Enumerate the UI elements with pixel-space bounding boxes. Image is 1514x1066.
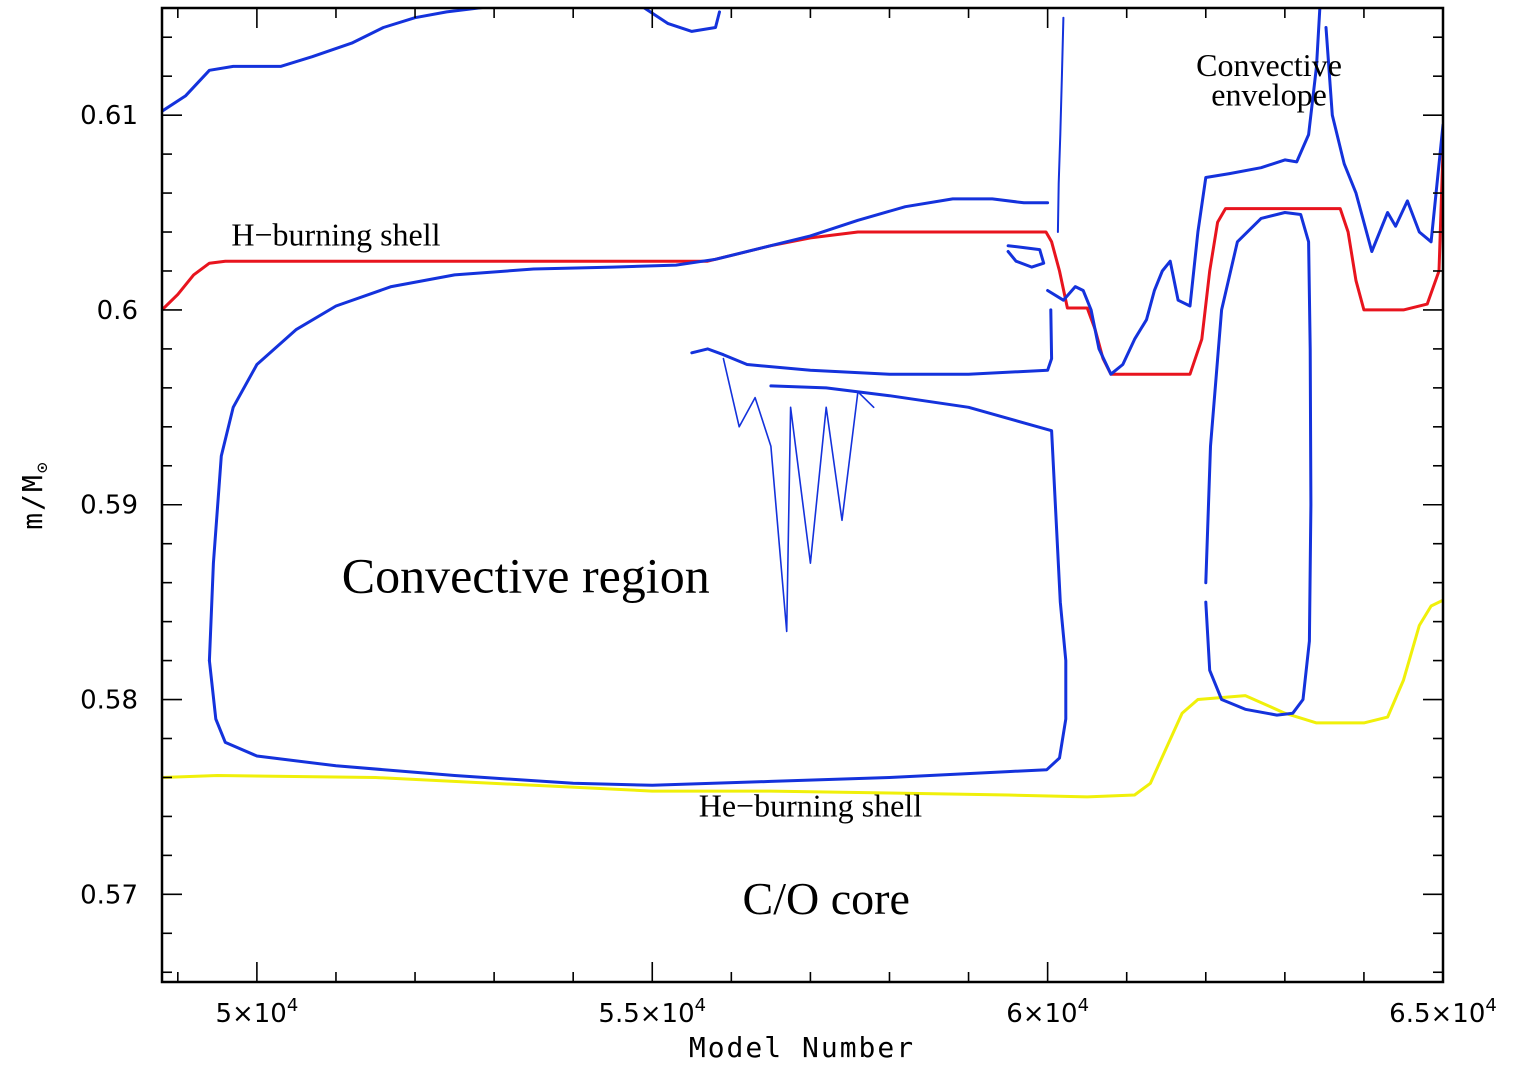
series-line-5 bbox=[207, 197, 1050, 663]
y-tick-label: 0.59 bbox=[80, 491, 138, 521]
annotation-label: C/O core bbox=[743, 873, 910, 924]
y-tick-label: 0.6 bbox=[97, 296, 138, 326]
tick-label-layer: 5×104 5.5×104 6×104 6.5×104 0.57 0.58 0.59 0.6 0… bbox=[80, 101, 1497, 1029]
series-line-12 bbox=[1006, 244, 1046, 269]
y-tick-label: 0.61 bbox=[80, 101, 138, 131]
series-layer bbox=[162, 8, 1443, 799]
tick-layer bbox=[162, 8, 1444, 982]
x-tick-label: 5×104 bbox=[215, 995, 298, 1029]
x-tick-label: 6×104 bbox=[1006, 995, 1089, 1029]
y-tick-label: 0.57 bbox=[80, 880, 138, 910]
annotation-label: envelope bbox=[1211, 76, 1327, 112]
series-line-1 bbox=[162, 148, 1443, 376]
y-axis-title-group: m/M⊙ bbox=[16, 460, 53, 529]
y-axis-title: m/M bbox=[16, 473, 49, 530]
svg-text:m/M⊙: m/M⊙ bbox=[16, 460, 53, 529]
plot-frame bbox=[160, 6, 1445, 984]
series-line-8 bbox=[1046, 8, 1322, 376]
series-line-13 bbox=[722, 357, 875, 633]
series-line-4 bbox=[642, 8, 721, 33]
annotation-label: He−burning shell bbox=[699, 787, 922, 823]
annotation-label: Convective region bbox=[342, 547, 710, 603]
x-tick-label: 5.5×104 bbox=[598, 995, 706, 1029]
annotation-label: Convective bbox=[1196, 47, 1342, 83]
y-axis-title-symbol: ⊙ bbox=[32, 460, 53, 473]
annotation-label: H−burning shell bbox=[231, 217, 440, 253]
series-line-11 bbox=[1056, 16, 1065, 233]
annotation-layer: H−burning shell He−burning shell Convectiv… bbox=[231, 47, 1342, 924]
series-line-9 bbox=[1324, 26, 1443, 253]
series-line-3 bbox=[162, 8, 491, 113]
series-line-7 bbox=[690, 308, 1054, 376]
series-line-10 bbox=[1204, 211, 1313, 717]
x-tick-label: 6.5×104 bbox=[1389, 995, 1497, 1029]
series-line-6 bbox=[207, 384, 1068, 787]
series-line-2 bbox=[162, 598, 1443, 799]
x-axis-title: Model Number bbox=[689, 1031, 915, 1064]
y-tick-label: 0.58 bbox=[80, 686, 138, 716]
